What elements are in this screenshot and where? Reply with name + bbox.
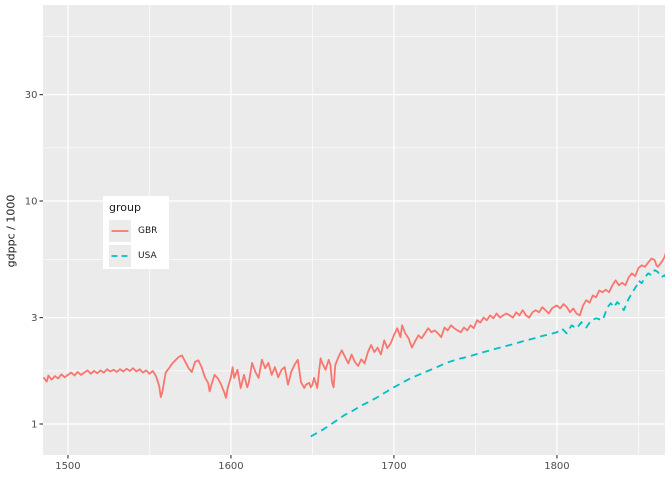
legend-title: group [109,201,141,214]
legend-key-gbr [109,220,131,242]
y-tick-label: 10 [25,197,38,208]
legend-key-background [109,245,131,267]
legend-entry-usa: USA [109,245,169,267]
series-line-usa [310,269,665,438]
legend: group GBR USA [103,196,169,269]
legend-label-usa: USA [138,251,157,261]
legend-label-gbr: GBR [138,226,158,236]
y-axis-title: gdppc / 1000 [4,194,18,268]
x-tick-label: 1700 [381,461,406,472]
series-line-gbr [43,252,665,399]
legend-entry-gbr: GBR [109,220,169,242]
x-tick-label: 1800 [544,461,569,472]
legend-key-usa [109,245,131,267]
y-tick-label: 30 [25,90,38,101]
y-tick-label: 1 [31,419,37,430]
x-tick-label: 1600 [218,461,243,472]
x-tick-label: 1500 [55,461,80,472]
y-tick-label: 3 [31,313,37,324]
